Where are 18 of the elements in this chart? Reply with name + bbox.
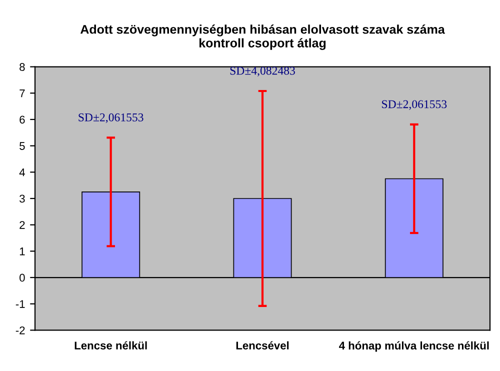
x-tick-label: Lencsével: [236, 341, 289, 350]
y-tick-label: 2: [20, 221, 25, 229]
y-tick-label: 3: [20, 194, 25, 203]
chart-title: Adott szövegmennyiségben hibásan elolvasott szavak száma kontroll csoport átlag: [80, 24, 445, 50]
y-tick-label: 5: [20, 142, 25, 150]
annotation: SD±2,061553: [382, 100, 447, 110]
y-tick-label: 7: [20, 90, 25, 98]
y-tick-label: 6: [20, 116, 25, 124]
y-tick-label: 0: [20, 274, 25, 282]
annotation: SD±2,061553: [78, 113, 144, 124]
y-tick-label: 4: [19, 168, 25, 176]
y-tick-label: 1: [20, 248, 25, 256]
annotation: SD±4,082483: [230, 66, 295, 76]
x-tick-label: Lencse nélkül: [74, 341, 147, 350]
y-tick-label: -1: [16, 300, 25, 308]
y-tick-label: 8: [20, 63, 25, 71]
x-tick-label: 4 hónap múlva lencse nélkül: [339, 341, 489, 352]
y-tick-label: -2: [16, 326, 25, 334]
